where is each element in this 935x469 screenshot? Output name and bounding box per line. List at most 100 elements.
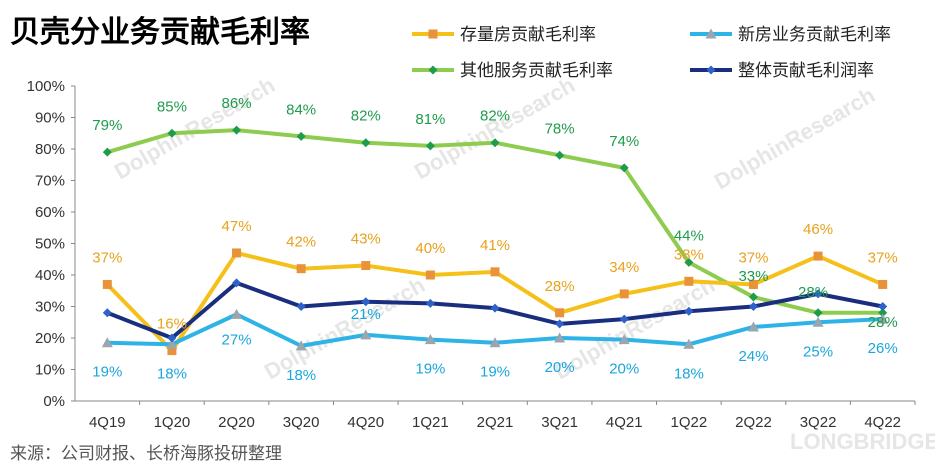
series-3-point (425, 298, 435, 308)
y-tick-label: 10% (35, 362, 65, 379)
series-0-point (425, 270, 435, 280)
y-tick-label: 80% (35, 141, 65, 158)
legend-item-2: 其他服务贡献毛利率 (412, 61, 613, 80)
series-3-point (232, 278, 242, 288)
series-1-point (231, 308, 243, 319)
series-2-data-label: 84% (286, 101, 316, 118)
series-group (101, 125, 889, 356)
series-0-data-label: 37% (738, 249, 768, 266)
series-0-data-label: 37% (92, 249, 122, 266)
x-tick-label: 4Q20 (347, 414, 384, 431)
series-0-point (167, 346, 177, 356)
y-tick-label: 30% (35, 299, 65, 316)
series-0-point (232, 248, 242, 258)
series-1-point (618, 334, 630, 345)
watermark-text: DolphinResearch (710, 82, 879, 194)
series-1-point (683, 338, 695, 349)
series-3-point (748, 302, 758, 311)
x-tick-label: 4Q22 (864, 414, 901, 431)
series-2-point (490, 138, 500, 148)
series-3-point (684, 306, 694, 316)
y-tick-label: 20% (35, 330, 65, 347)
data-labels: 37% 16% 47% 42% 43% 40% 41% 28% 34% 38% 37% 46% 37% 1… (92, 95, 897, 384)
series-1-data-label: 19% (480, 364, 510, 381)
y-tick-label: 40% (35, 267, 65, 284)
legend-item-3: 整体贡献毛利润率 (690, 61, 874, 80)
series-2-data-label: 28% (868, 314, 898, 331)
legend-item-0: 存量房贡献毛利率 (412, 25, 596, 44)
series-2-point (361, 138, 371, 148)
y-tick-label: 50% (35, 236, 65, 253)
y-tick-label: 0% (43, 393, 65, 410)
series-3-point (296, 302, 306, 311)
x-tick-label: 4Q19 (89, 414, 126, 431)
series-0-data-label: 34% (609, 259, 639, 276)
series-2-data-label: 79% (92, 117, 122, 134)
x-tick-label: 3Q20 (283, 414, 320, 431)
series-1-data-label: 20% (609, 361, 639, 378)
series-2-point (684, 257, 694, 267)
series-1-data-label: 18% (157, 365, 187, 382)
series-0-point (555, 308, 565, 318)
series-3-point (102, 308, 112, 318)
series-1-point (747, 321, 759, 332)
series-3-point (361, 297, 371, 307)
x-tick-label: 4Q21 (606, 414, 643, 431)
series-2-point (296, 131, 306, 141)
series-1-point (489, 337, 501, 348)
series-3-point (813, 289, 823, 299)
series-2-data-label: 85% (157, 98, 187, 115)
series-2-data-label: 82% (351, 108, 381, 125)
x-tick-label: 2Q22 (735, 414, 772, 431)
series-0-point (684, 276, 694, 286)
x-tick-label: 2Q21 (477, 414, 514, 431)
y-tick-label: 100% (27, 78, 65, 95)
series-1-point (295, 340, 307, 351)
series-3-point (167, 333, 177, 343)
series-2-data-label: 82% (480, 108, 510, 125)
series-1-point (360, 329, 372, 340)
x-tick-label: 1Q22 (670, 414, 707, 431)
series-0-data-label: 43% (351, 231, 381, 248)
series-2-point (748, 292, 758, 302)
series-2-data-label: 78% (545, 120, 575, 137)
series-1-data-label: 24% (738, 348, 768, 365)
chart-title: 贝壳分业务贡献毛利率 (10, 16, 310, 49)
legend-swatch-marker (428, 65, 438, 75)
series-2-point (878, 308, 888, 318)
series-0-point (102, 279, 112, 289)
series-1-point (812, 316, 824, 327)
legend-label: 其他服务贡献毛利率 (460, 61, 613, 80)
series-0-point (296, 264, 306, 274)
legend-item-1: 新房业务贡献毛利率 (690, 25, 891, 44)
series-0-data-label: 16% (157, 316, 187, 333)
series-2-point (102, 147, 112, 157)
series-1-point (424, 334, 436, 345)
series-3-point (619, 314, 629, 324)
series-2-data-label: 86% (222, 95, 252, 112)
legend-swatch-marker (428, 29, 438, 39)
series-0-point (490, 267, 500, 277)
legend-label: 新房业务贡献毛利率 (738, 25, 891, 44)
series-0-data-label: 28% (545, 278, 575, 295)
series-1-data-label: 25% (803, 343, 833, 360)
series-1-data-label: 18% (674, 365, 704, 382)
series-1-data-label: 21% (351, 306, 381, 323)
series-2-data-label: 81% (415, 111, 445, 128)
series-0-point (619, 289, 629, 299)
series-2-data-label: 74% (609, 133, 639, 150)
series-1-point (877, 313, 889, 324)
y-tick-label: 70% (35, 173, 65, 190)
legend-label: 存量房贡献毛利率 (460, 25, 596, 44)
series-1-data-label: 19% (92, 364, 122, 381)
series-0-point (878, 279, 888, 289)
series-2-data-label: 44% (674, 227, 704, 244)
series-0-point (813, 251, 823, 261)
y-tick-label: 60% (35, 204, 65, 221)
series-2-point (232, 125, 242, 135)
series-1-data-label: 20% (545, 359, 575, 376)
series-3-point (555, 319, 565, 329)
series-1-point (554, 332, 566, 343)
